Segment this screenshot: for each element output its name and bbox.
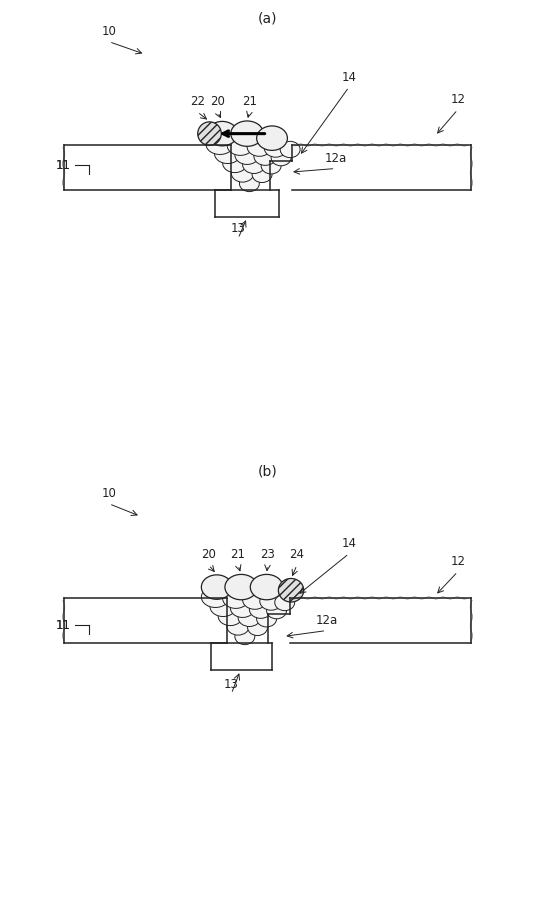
Text: 11: 11: [56, 159, 71, 172]
Text: 12: 12: [450, 93, 465, 106]
Ellipse shape: [240, 175, 259, 191]
Text: 12a: 12a: [324, 152, 347, 165]
Ellipse shape: [266, 602, 287, 619]
Ellipse shape: [215, 143, 241, 163]
Text: 11: 11: [56, 619, 71, 631]
Text: 24: 24: [289, 548, 304, 562]
Ellipse shape: [223, 153, 247, 172]
Ellipse shape: [231, 121, 263, 146]
Ellipse shape: [252, 167, 272, 183]
Ellipse shape: [254, 147, 277, 165]
Text: 11: 11: [56, 619, 71, 631]
Ellipse shape: [261, 158, 281, 174]
Text: (b): (b): [258, 464, 277, 478]
Ellipse shape: [271, 149, 291, 166]
Text: 10: 10: [102, 25, 117, 38]
Ellipse shape: [223, 589, 249, 609]
Ellipse shape: [248, 620, 268, 636]
Ellipse shape: [264, 140, 287, 157]
Ellipse shape: [198, 121, 221, 145]
Text: 23: 23: [260, 548, 275, 562]
Ellipse shape: [260, 593, 282, 611]
Ellipse shape: [249, 600, 272, 618]
Text: (a): (a): [258, 11, 277, 25]
Text: 22: 22: [190, 95, 205, 109]
Text: 20: 20: [210, 95, 225, 109]
Text: 12a: 12a: [315, 614, 338, 627]
Ellipse shape: [242, 156, 265, 173]
Ellipse shape: [257, 126, 287, 150]
Text: 13: 13: [231, 222, 246, 236]
Ellipse shape: [250, 574, 283, 600]
Ellipse shape: [207, 121, 238, 146]
Ellipse shape: [238, 608, 261, 627]
Ellipse shape: [206, 133, 234, 154]
Ellipse shape: [280, 141, 300, 158]
Ellipse shape: [278, 578, 304, 602]
Ellipse shape: [231, 599, 255, 618]
Ellipse shape: [235, 628, 255, 645]
Text: 13: 13: [224, 678, 239, 690]
Text: 11: 11: [56, 159, 71, 172]
Text: 21: 21: [242, 95, 257, 109]
Ellipse shape: [201, 574, 232, 600]
Ellipse shape: [235, 145, 259, 165]
Ellipse shape: [275, 594, 295, 611]
Text: 14: 14: [341, 537, 356, 550]
Ellipse shape: [231, 164, 254, 182]
Text: 12: 12: [450, 555, 465, 568]
Text: 21: 21: [231, 548, 246, 562]
Ellipse shape: [210, 596, 236, 616]
Ellipse shape: [247, 137, 272, 156]
Ellipse shape: [227, 617, 249, 635]
Ellipse shape: [242, 591, 267, 609]
Ellipse shape: [225, 574, 257, 600]
Ellipse shape: [227, 135, 254, 156]
Text: 20: 20: [201, 548, 216, 562]
Text: 10: 10: [102, 487, 117, 500]
Ellipse shape: [257, 611, 277, 627]
Ellipse shape: [218, 607, 242, 625]
Ellipse shape: [201, 587, 230, 607]
Text: 14: 14: [341, 71, 356, 83]
